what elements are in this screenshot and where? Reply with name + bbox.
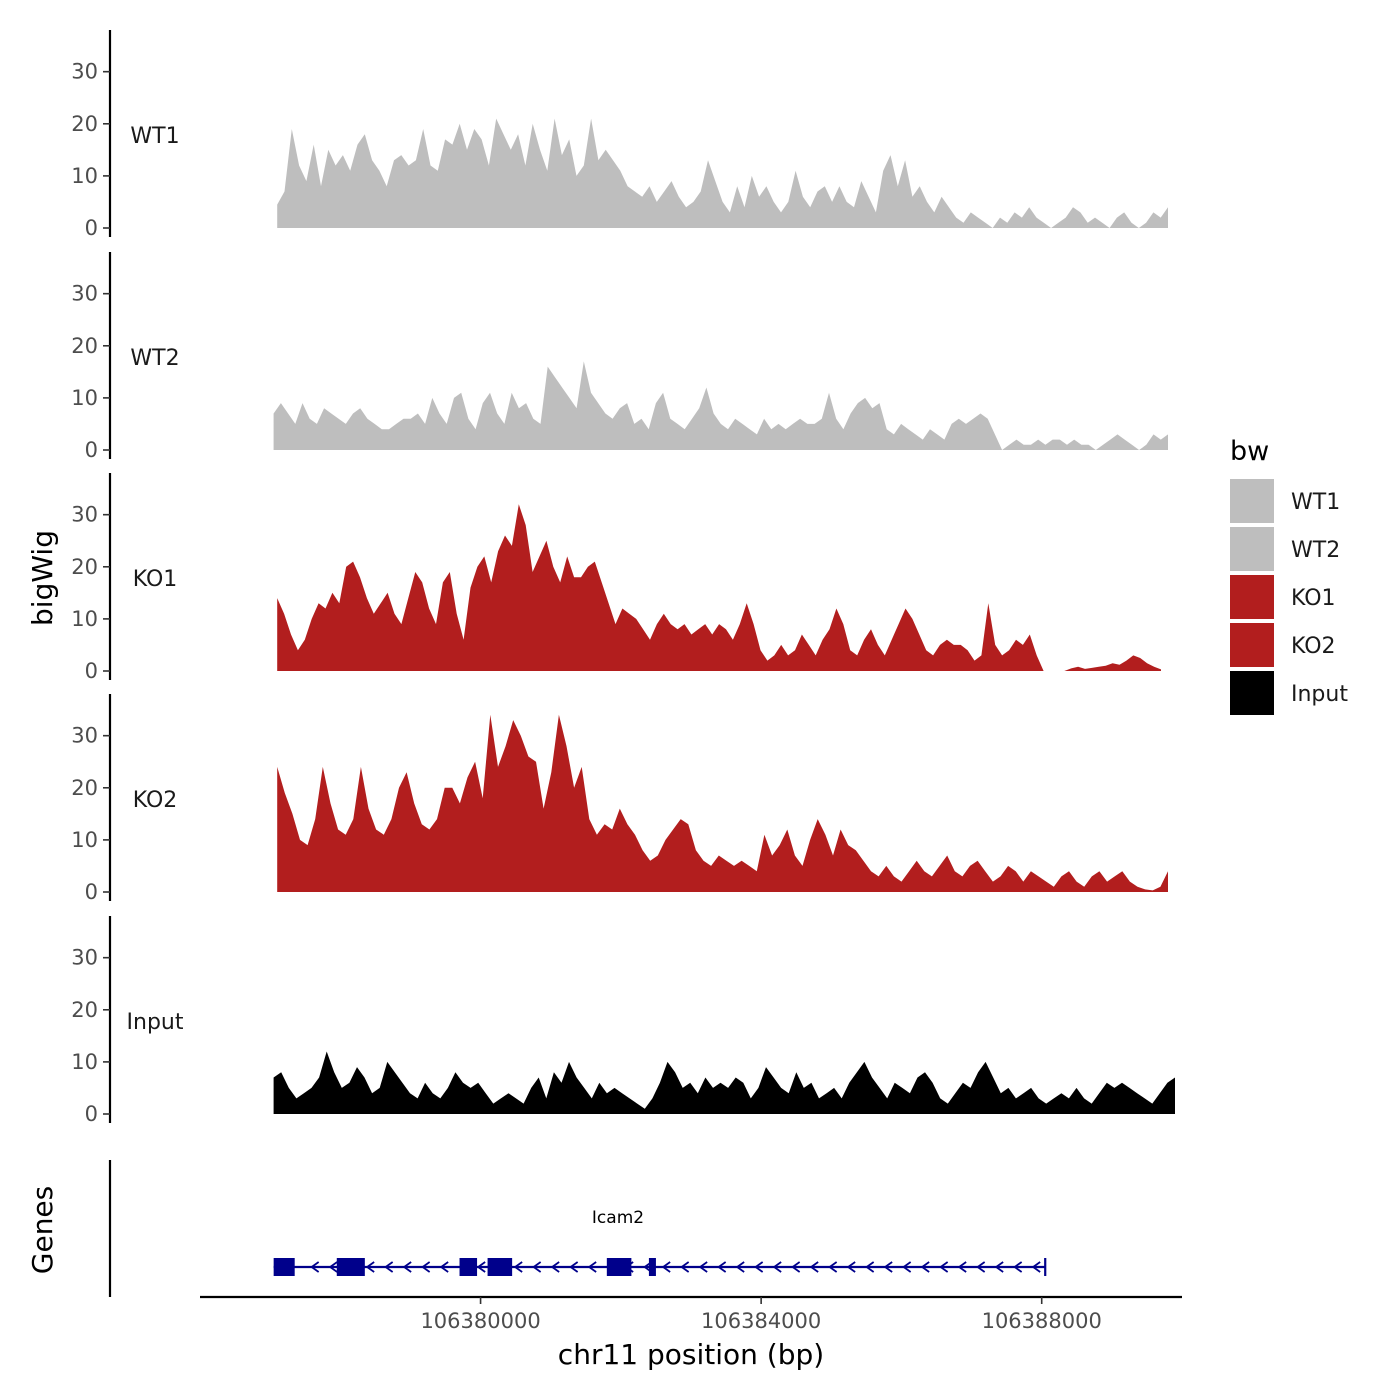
exon bbox=[336, 1258, 365, 1276]
coverage-area-ko1 bbox=[277, 504, 1161, 671]
y-tick-label: 30 bbox=[71, 60, 98, 84]
strand-arrow bbox=[698, 1261, 708, 1273]
strand-arrow bbox=[402, 1261, 412, 1273]
legend-swatch-input bbox=[1230, 671, 1274, 715]
y-tick-label: 20 bbox=[71, 776, 98, 800]
y-tick-label: 30 bbox=[71, 946, 98, 970]
track-label: KO2 bbox=[133, 788, 178, 813]
y-tick-label: 0 bbox=[85, 880, 98, 904]
legend-label-ko2: KO2 bbox=[1291, 634, 1336, 659]
strand-arrow bbox=[532, 1261, 542, 1273]
track-input: 0 10 20 30 Input bbox=[71, 916, 1176, 1126]
legend-label-wt2: WT2 bbox=[1291, 538, 1340, 563]
legend-swatch-ko1 bbox=[1230, 575, 1274, 619]
strand-arrow bbox=[920, 1261, 930, 1273]
y-tick-label: 10 bbox=[71, 1050, 98, 1074]
strand-arrow bbox=[439, 1261, 449, 1273]
strand-arrow bbox=[846, 1261, 856, 1273]
strand-arrow bbox=[735, 1261, 745, 1273]
legend-label-wt1: WT1 bbox=[1291, 490, 1340, 515]
y-tick-label: 0 bbox=[85, 659, 98, 683]
exon bbox=[459, 1258, 478, 1276]
strand-arrow bbox=[902, 1261, 912, 1273]
strand-arrow bbox=[384, 1261, 394, 1273]
strand-arrow bbox=[421, 1261, 431, 1273]
strand-arrow bbox=[513, 1261, 523, 1273]
legend-title: bw bbox=[1230, 436, 1269, 467]
strand-arrow bbox=[809, 1261, 819, 1273]
strand-arrow bbox=[883, 1261, 893, 1273]
gene-label: Icam2 bbox=[592, 1208, 644, 1228]
legend-swatch-wt1 bbox=[1230, 479, 1274, 523]
track-label: Input bbox=[127, 1010, 184, 1035]
strand-arrow bbox=[1031, 1261, 1041, 1273]
strand-arrow bbox=[587, 1261, 597, 1273]
track-wt2: 0 10 20 30 WT2 bbox=[71, 252, 1169, 462]
y-tick-label: 10 bbox=[71, 828, 98, 852]
y-tick-label: 10 bbox=[71, 607, 98, 631]
track-ko1: 0 10 20 30 KO1 bbox=[71, 473, 1161, 683]
legend-swatch-wt2 bbox=[1230, 527, 1274, 571]
y-tick-label: 10 bbox=[71, 164, 98, 188]
y-tick-label: 20 bbox=[71, 998, 98, 1022]
strand-arrow bbox=[791, 1261, 801, 1273]
strand-arrow bbox=[365, 1261, 375, 1273]
y-tick-label: 30 bbox=[71, 724, 98, 748]
x-tick-label: 106380000 bbox=[420, 1309, 540, 1333]
x-tick-label: 106388000 bbox=[982, 1309, 1102, 1333]
exon bbox=[648, 1258, 656, 1276]
y-tick-label: 0 bbox=[85, 1102, 98, 1126]
x-tick-label: 106384000 bbox=[701, 1309, 821, 1333]
genes-track-title: Genes bbox=[26, 1186, 59, 1274]
strand-arrow bbox=[754, 1261, 764, 1273]
coverage-area-ko2 bbox=[277, 714, 1168, 892]
y-tick-label: 20 bbox=[71, 555, 98, 579]
y-tick-label: 30 bbox=[71, 503, 98, 527]
strand-arrow bbox=[569, 1261, 579, 1273]
y-tick-label: 20 bbox=[71, 334, 98, 358]
legend: WT1 WT2 KO1 KO2 Input bbox=[1230, 479, 1348, 715]
exon bbox=[487, 1258, 513, 1276]
x-axis-title: chr11 position (bp) bbox=[558, 1338, 824, 1371]
track-label: WT1 bbox=[130, 124, 179, 149]
strand-arrow bbox=[550, 1261, 560, 1273]
legend-label-ko1: KO1 bbox=[1291, 586, 1336, 611]
strand-arrow bbox=[717, 1261, 727, 1273]
track-label: WT2 bbox=[130, 346, 179, 371]
exon bbox=[273, 1258, 295, 1276]
strand-arrow bbox=[476, 1261, 486, 1273]
strand-arrow bbox=[680, 1261, 690, 1273]
legend-swatch-ko2 bbox=[1230, 623, 1274, 667]
gene-track: Icam2 bbox=[108, 1160, 1047, 1297]
tracks-group: 0 10 20 30 WT1 0 10 20 30 WT2 0 10 20 30 KO1 0 10 20 30 KO2… bbox=[71, 30, 1176, 1126]
strand-arrow bbox=[994, 1261, 1004, 1273]
strand-arrow bbox=[328, 1261, 338, 1273]
x-axis: 106380000 106384000 106388000 bbox=[200, 1295, 1182, 1333]
y-tick-label: 20 bbox=[71, 112, 98, 136]
exon bbox=[606, 1258, 632, 1276]
strand-arrow bbox=[828, 1261, 838, 1273]
track-ko2: 0 10 20 30 KO2 bbox=[71, 694, 1168, 904]
strand-arrow bbox=[310, 1261, 320, 1273]
strand-arrow bbox=[939, 1261, 949, 1273]
track-wt1: 0 10 20 30 WT1 bbox=[71, 30, 1168, 240]
coverage-area-wt1 bbox=[277, 118, 1168, 228]
y-tick-label: 10 bbox=[71, 386, 98, 410]
strand-arrow bbox=[1013, 1261, 1023, 1273]
coverage-area-input bbox=[273, 1051, 1176, 1114]
y-tick-label: 30 bbox=[71, 282, 98, 306]
y-tick-label: 0 bbox=[85, 438, 98, 462]
strand-arrow bbox=[976, 1261, 986, 1273]
strand-arrow bbox=[661, 1261, 671, 1273]
strand-arrow bbox=[957, 1261, 967, 1273]
strand-arrow bbox=[865, 1261, 875, 1273]
y-axis-title: bigWig bbox=[26, 530, 59, 626]
legend-label-input: Input bbox=[1291, 682, 1348, 707]
track-label: KO1 bbox=[133, 567, 178, 592]
y-tick-label: 0 bbox=[85, 216, 98, 240]
coverage-area-wt2 bbox=[273, 361, 1169, 450]
strand-arrow bbox=[772, 1261, 782, 1273]
